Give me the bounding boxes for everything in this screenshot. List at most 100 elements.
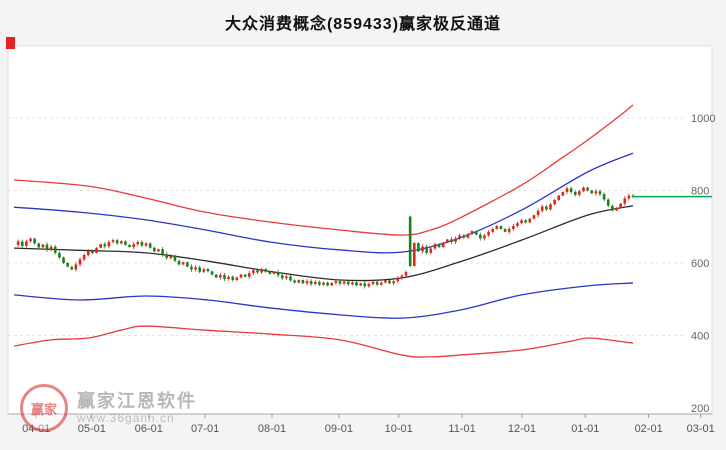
candle-body [45,244,49,250]
candle-body [458,235,461,239]
candle-body [334,281,338,283]
candle-body [227,276,230,279]
candle-body [355,282,358,286]
candle-body [202,269,206,272]
candle-body [553,199,556,205]
candle-body [124,241,127,245]
candle-body [235,277,239,281]
candle-body [520,220,523,224]
candle-body [107,241,111,247]
candle-body [297,280,301,283]
page-title: 大众消费概念(859433)赢家极反通道 [224,16,502,33]
candle-body [573,191,577,195]
candle-body [441,242,445,248]
candle-body [322,282,325,285]
candle-body [462,235,466,238]
candle-body [66,263,69,267]
candle-body [429,248,433,253]
candle-body [396,278,400,282]
candle-body [219,274,222,278]
candle-body [367,284,371,287]
y-axis-label: 800 [691,186,709,198]
candle-body [301,280,305,284]
candle-body [569,188,573,192]
candle-body [503,228,507,232]
x-axis-label: 05-01 [78,423,106,435]
x-axis-label: 02-01 [635,423,663,435]
candle-body [78,259,82,265]
candle-body [210,271,214,275]
candle-body [491,228,494,232]
x-axis-label: 12-01 [508,423,536,435]
candle-body [371,281,375,285]
upper-blue-rail-line [13,152,634,254]
candle-body [25,241,28,246]
candle-body [582,187,585,192]
candle-body [342,281,346,284]
candle-body [82,255,86,260]
candle-body [111,240,115,242]
candle-body [177,260,181,265]
candle-body [99,244,102,248]
candle-body [186,262,189,267]
candle-body [153,247,156,252]
candle-body [338,281,342,284]
candle-body [384,280,387,283]
candle-body [132,244,135,248]
candle-body [400,275,404,279]
candle-body [495,226,499,229]
x-axis-label: 11-01 [448,423,475,435]
candle-body [404,272,408,276]
candle-body [157,249,160,252]
candle-body [268,271,272,274]
candle-body [206,269,210,272]
candle-body [53,246,57,253]
candle-body [243,274,247,277]
candle-body [58,252,61,258]
y-axis-label: 1000 [691,113,715,125]
candle-body [103,244,107,247]
candle-body [280,275,284,279]
candle-body [540,206,544,211]
candle-body [29,238,32,242]
candle-body [363,283,367,287]
x-axis-label: 10-01 [385,423,413,435]
candle-body [594,191,598,194]
candle-body [479,234,482,239]
candle-body [148,243,152,248]
candle-body [252,270,255,274]
candle-body [239,274,243,278]
candle-body [165,254,168,258]
candle-body [169,255,173,258]
lower-red-envelope-line [13,325,634,358]
candle-body [536,210,540,216]
candle-body [289,276,292,281]
candle-body [450,239,453,242]
upper-red-envelope-line [13,104,634,236]
candle-body [140,241,144,246]
candle-body [408,216,412,266]
candle-body [119,241,123,244]
candle-body [437,244,441,248]
candle-body [330,282,334,286]
candle-body [561,191,565,196]
candle-body [198,267,201,272]
candle-body [33,238,36,244]
candle-body [602,194,606,200]
candle-body [161,249,164,255]
candle-body [293,280,296,283]
candle-body [412,243,416,266]
candle-body [379,282,383,285]
x-axis-label: 04-01 [22,423,50,435]
candle-body [74,264,78,270]
candle-body [474,231,478,235]
candle-body [392,281,395,284]
candle-body [309,281,313,285]
candle-body [37,243,41,248]
candle-body [606,199,610,206]
y-axis-label: 600 [691,258,709,270]
candle-body [256,270,259,273]
candle-body [454,238,457,242]
x-axis-label: 06-01 [135,423,163,435]
